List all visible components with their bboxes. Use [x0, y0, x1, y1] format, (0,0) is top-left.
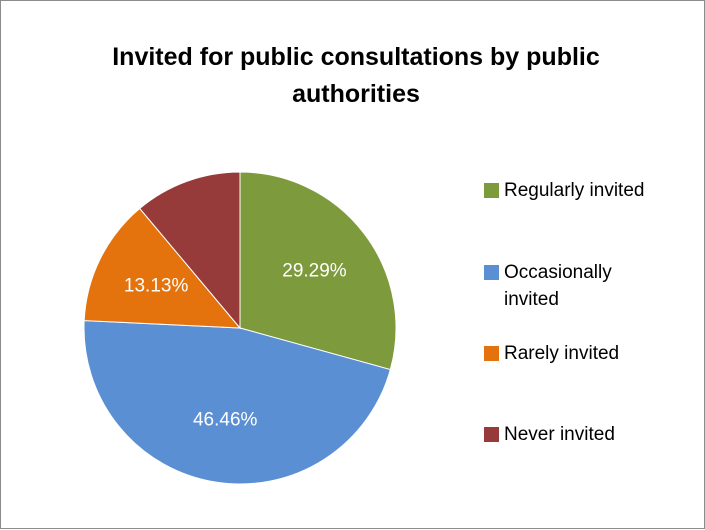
legend-label-rarely-invited: Rarely invited [504, 343, 620, 364]
legend-item-rarely-invited: Rarely invited [484, 340, 694, 367]
pie-slice-rarely-invited [83, 207, 242, 329]
legend-swatch-occasionally-invited [484, 265, 499, 280]
chart-title: Invited for public consultations by publ… [112, 43, 600, 108]
legend-swatch-regularly-invited [484, 183, 499, 198]
legend-label-occasionally-invited: Occasionally invited [504, 262, 612, 310]
data-label-occasionally-invited: 46.46% [193, 409, 258, 430]
legend-item-regularly-invited: Regularly invited [484, 177, 694, 204]
legend-label-regularly-invited: Regularly invited [504, 180, 645, 201]
legend-item-never-invited: Never invited [484, 421, 694, 448]
data-label-rarely-invited: 13.13% [124, 275, 189, 296]
legend-swatch-rarely-invited [484, 346, 499, 361]
data-label-regularly-invited: 29.29% [282, 260, 347, 281]
legend-label-never-invited: Never invited [504, 424, 615, 445]
pie-slice-occasionally-invited [83, 320, 391, 485]
pie-slice-never-invited [139, 171, 241, 330]
legend-swatch-never-invited [484, 427, 499, 442]
pie-slice-regularly-invited [239, 171, 397, 371]
legend-item-occasionally-invited: Occasionally invited [484, 259, 644, 313]
